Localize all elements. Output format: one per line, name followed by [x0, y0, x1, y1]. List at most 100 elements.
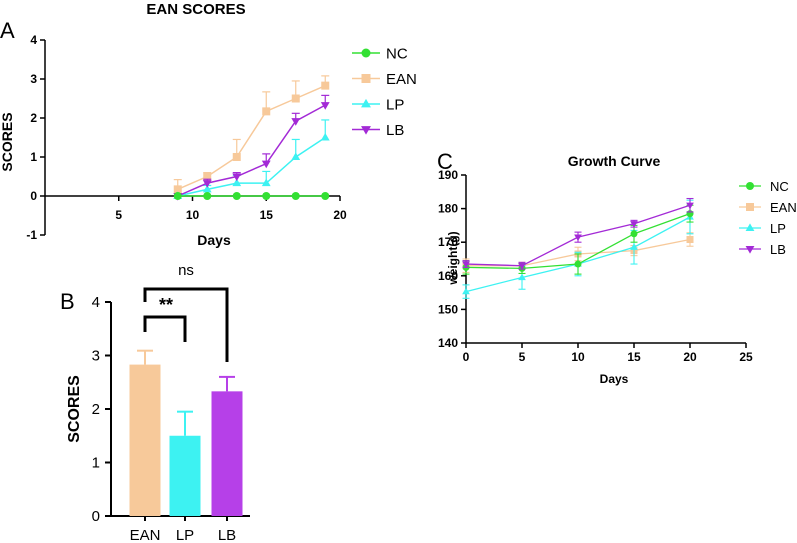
chart-a-x-tick-label: 20 — [333, 208, 347, 222]
chart-a-point-lb — [202, 180, 212, 188]
chart-b-y-tick-label: 1 — [92, 455, 100, 472]
chart-a-legend-marker-nc — [361, 48, 371, 58]
chart-c-y-tick-label: 180 — [438, 202, 458, 216]
chart-a-y-tick-label: 0 — [30, 189, 37, 203]
chart-a-y-tick-label: 3 — [30, 72, 37, 86]
panel-letter-a: A — [0, 18, 15, 43]
chart-a-point-nc — [173, 192, 182, 200]
chart-a-x-tick-label: 5 — [115, 208, 122, 222]
chart-a-legend-label-lp: LP — [386, 97, 404, 114]
chart-a-point-ean — [203, 172, 212, 181]
chart-b-ylabel: SCORES — [66, 375, 83, 443]
chart-c-y-tick-label: 160 — [438, 269, 458, 283]
chart-a-title: EAN SCORES — [146, 1, 245, 18]
chart-a-point-nc — [321, 192, 330, 200]
chart-a-y-tick-label: 1 — [30, 150, 37, 164]
chart-a-point-ean — [321, 81, 330, 90]
chart-c-x-tick-label: 5 — [519, 350, 526, 364]
chart-a-series-line-lb — [177, 104, 326, 197]
chart-a-point-lb — [291, 118, 301, 126]
chart-c-point-lb — [462, 261, 470, 269]
chart-a-point-lb — [232, 173, 242, 182]
chart-a-point-lp — [261, 178, 271, 187]
chart-c-point-lb — [686, 202, 694, 210]
chart-c-x-tick-label: 25 — [739, 350, 753, 364]
chart-c-title: Growth Curve — [568, 153, 661, 169]
chart-b-bar-lp — [169, 435, 201, 516]
chart-a-point-lp — [202, 184, 212, 193]
chart-c-legend-label-lb: LB — [770, 242, 786, 257]
chart-c-ylabel: weight(g) — [446, 231, 460, 285]
chart-a-x-tick-label: 10 — [186, 208, 200, 222]
panel-letter-c: C — [437, 149, 453, 174]
chart-a-legend-label-lb: LB — [386, 122, 404, 139]
chart-a-y-tick-label: 2 — [30, 111, 37, 125]
chart-a-legend-marker-ean — [361, 74, 371, 83]
panel-letter-b: B — [60, 289, 75, 314]
chart-b-x-tick-label: LP — [176, 527, 194, 543]
chart-a-legend-marker-lp — [361, 98, 371, 108]
chart-a-y-tick-label: -1 — [26, 228, 37, 242]
chart-b-sig-label-ean-lp: ** — [159, 295, 173, 315]
chart-a-point-nc — [232, 192, 241, 200]
chart-a-point-lb — [261, 160, 271, 169]
chart-b-sig-label-ean-lb: ns — [178, 262, 194, 279]
growth-curve-chart: Growth Curve Days weight(g) 140150160170… — [438, 153, 797, 386]
chart-a-point-ean — [173, 185, 182, 194]
chart-a-xlabel: Days — [197, 232, 231, 248]
chart-b-y-tick-label: 4 — [92, 294, 100, 311]
chart-a-point-nc — [203, 192, 212, 200]
chart-c-y-tick-label: 190 — [438, 168, 458, 182]
chart-b-bar-ean — [129, 364, 161, 516]
chart-c-legend-marker-lb — [745, 246, 755, 254]
chart-c-legend-label-ean: EAN — [770, 200, 797, 215]
chart-a-ylabel: SCORES — [0, 112, 15, 171]
chart-c-point-lp — [630, 243, 638, 250]
chart-a-point-ean — [291, 94, 300, 103]
chart-c-point-lb — [630, 221, 638, 228]
chart-c-x-tick-label: 0 — [463, 350, 470, 364]
ean-scores-chart: EAN SCORES Days SCORES -1 0 1 2 3 4 5 10 15 20 NC E… — [0, 1, 417, 248]
chart-a-point-lp — [232, 178, 242, 187]
chart-a-point-lp — [291, 152, 301, 160]
chart-c-xlabel: Days — [600, 372, 629, 386]
chart-a-legend-label-nc: NC — [386, 46, 408, 63]
chart-a-point-nc — [262, 192, 271, 200]
chart-c-point-lb — [518, 263, 526, 270]
chart-a-x-tick-label: 15 — [260, 208, 274, 222]
chart-b-y-tick-label: 3 — [92, 348, 100, 365]
chart-c-legend-marker-nc — [746, 182, 754, 190]
chart-a-series-line-ean — [177, 84, 326, 191]
chart-b-sig-bracket-ean-lb — [143, 287, 229, 362]
chart-c-point-ean — [686, 236, 694, 244]
chart-b-x-tick-label: EAN — [130, 527, 161, 543]
chart-c-legend-marker-lp — [745, 223, 755, 231]
chart-c-point-nc — [574, 260, 582, 268]
chart-b-bar-lb — [211, 391, 243, 516]
chart-c-legend-marker-ean — [746, 203, 754, 211]
chart-b-y-tick-label: 0 — [92, 508, 100, 525]
chart-a-legend-label-ean: EAN — [386, 71, 417, 88]
chart-a-legend-marker-lb — [361, 126, 371, 135]
chart-a-point-lp — [320, 132, 330, 141]
chart-a-series-line-lp — [177, 136, 326, 197]
chart-c-point-lb — [574, 234, 582, 242]
chart-c-x-tick-label: 10 — [571, 350, 585, 364]
bar-scores-chart: SCORES 0 1 2 3 4 EAN LP LB ** ns — [66, 262, 250, 543]
chart-c-point-lp — [462, 287, 470, 295]
chart-a-point-ean — [262, 107, 271, 116]
chart-c-legend-label-nc: NC — [770, 179, 789, 194]
chart-a-point-lb — [320, 102, 330, 110]
chart-c-x-tick-label: 15 — [627, 350, 641, 364]
chart-c-x-tick-label: 20 — [683, 350, 697, 364]
chart-a-point-ean — [232, 153, 241, 161]
chart-c-y-tick-label: 170 — [438, 235, 458, 249]
chart-c-y-tick-label: 140 — [438, 336, 458, 350]
chart-b-x-tick-label: LB — [218, 527, 236, 543]
chart-c-y-tick-label: 150 — [438, 302, 458, 316]
chart-b-sig-bracket-ean-lp — [143, 315, 187, 342]
chart-b-y-tick-label: 2 — [92, 401, 100, 418]
chart-c-point-lp — [518, 273, 526, 281]
chart-a-y-tick-label: 4 — [30, 33, 37, 47]
